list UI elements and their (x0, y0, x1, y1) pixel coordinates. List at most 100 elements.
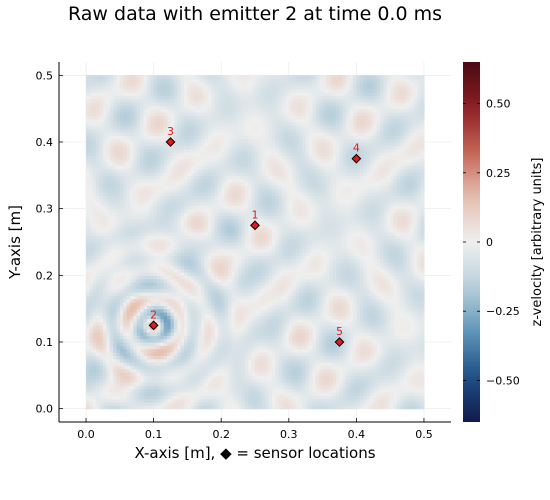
heatmap-cell (251, 262, 256, 266)
heatmap-cell (123, 252, 128, 256)
heatmap-cell (417, 282, 422, 286)
heatmap-cell (89, 308, 94, 313)
heatmap-cell (160, 258, 165, 263)
heatmap-cell (177, 348, 182, 353)
heatmap-cell (282, 265, 287, 270)
heatmap-cell (109, 352, 114, 356)
heatmap-cell (177, 402, 182, 406)
heatmap-cell (339, 328, 344, 333)
heatmap-cell (329, 402, 334, 406)
heatmap-cell (336, 245, 341, 250)
heatmap-cell (244, 272, 249, 276)
heatmap-cell (163, 275, 168, 280)
heatmap-cell (329, 355, 334, 360)
heatmap-cell (369, 352, 374, 356)
heatmap-cell (271, 302, 276, 306)
heatmap-cell (116, 398, 121, 403)
heatmap-cell (319, 275, 324, 280)
heatmap-cell (312, 365, 317, 370)
heatmap-cell (329, 318, 334, 323)
heatmap-cell (346, 358, 351, 363)
heatmap-cell (356, 275, 361, 280)
heatmap-cell (227, 372, 232, 376)
heatmap-cell (204, 325, 209, 330)
heatmap-cell (190, 392, 195, 396)
heatmap-cell (231, 268, 236, 273)
heatmap-cell (227, 348, 232, 353)
heatmap-cell (92, 372, 97, 376)
heatmap-cell (336, 305, 341, 310)
heatmap-cell (346, 252, 351, 256)
heatmap-cell (417, 395, 422, 400)
heatmap-cell (244, 308, 249, 313)
heatmap-cell (302, 312, 307, 316)
heatmap-cell (241, 325, 246, 330)
heatmap-cell (319, 382, 324, 386)
heatmap-cell (369, 308, 374, 313)
heatmap-cell (177, 405, 182, 410)
heatmap-cell (292, 265, 297, 270)
heatmap-cell (298, 308, 303, 313)
heatmap-cell (217, 375, 222, 380)
heatmap-cell (298, 272, 303, 276)
heatmap-cell (160, 275, 165, 280)
heatmap-cell (410, 258, 415, 263)
heatmap-cell (244, 388, 249, 393)
heatmap-cell (92, 388, 97, 393)
heatmap-cell (258, 358, 263, 363)
heatmap-cell (265, 365, 270, 370)
heatmap-cell (217, 328, 222, 333)
heatmap-cell (312, 278, 317, 283)
heatmap-cell (410, 405, 415, 410)
heatmap-cell (173, 285, 178, 290)
heatmap-cell (126, 298, 131, 303)
heatmap-cell (275, 265, 280, 270)
heatmap-cell (407, 245, 412, 250)
heatmap-cell (315, 328, 320, 333)
heatmap-cell (417, 285, 422, 290)
heatmap-cell (211, 305, 216, 310)
heatmap-cell (261, 268, 266, 273)
heatmap-cell (285, 352, 290, 356)
heatmap-cell (184, 298, 189, 303)
heatmap-cell (150, 362, 155, 366)
heatmap-cell (255, 255, 259, 260)
heatmap-cell (366, 362, 371, 366)
heatmap-cell (298, 348, 303, 353)
heatmap-cell (390, 275, 395, 280)
heatmap-cell (403, 378, 408, 383)
heatmap-cell (265, 392, 270, 396)
heatmap-cell (342, 272, 347, 276)
heatmap-cell (102, 285, 107, 290)
heatmap-cell (353, 402, 357, 406)
heatmap-cell (346, 255, 351, 260)
heatmap-cell (420, 385, 425, 390)
heatmap-cell (143, 362, 148, 366)
heatmap-cell (315, 308, 320, 313)
heatmap-cell (403, 325, 408, 330)
heatmap-cell (329, 352, 334, 356)
heatmap-cell (197, 338, 202, 343)
heatmap-cell (160, 325, 165, 330)
heatmap-cell (258, 378, 263, 383)
heatmap-cell (167, 378, 172, 383)
heatmap-cell (396, 378, 401, 383)
heatmap-cell (140, 348, 145, 353)
heatmap-cell (234, 375, 239, 380)
heatmap-cell (359, 305, 364, 310)
heatmap-cell (353, 322, 357, 326)
heatmap-cell (251, 278, 256, 283)
heatmap-cell (241, 272, 246, 276)
heatmap-cell (160, 355, 165, 360)
heatmap-cell (113, 365, 118, 370)
heatmap-cell (376, 372, 381, 376)
heatmap-cell (282, 258, 287, 263)
heatmap-cell (113, 388, 118, 393)
heatmap-cell (109, 368, 114, 373)
heatmap-cell (89, 338, 94, 343)
heatmap-cell (390, 325, 395, 330)
heatmap-cell (271, 295, 276, 300)
heatmap-cell (214, 242, 219, 246)
heatmap-cell (383, 378, 388, 383)
heatmap-cell (261, 348, 266, 353)
